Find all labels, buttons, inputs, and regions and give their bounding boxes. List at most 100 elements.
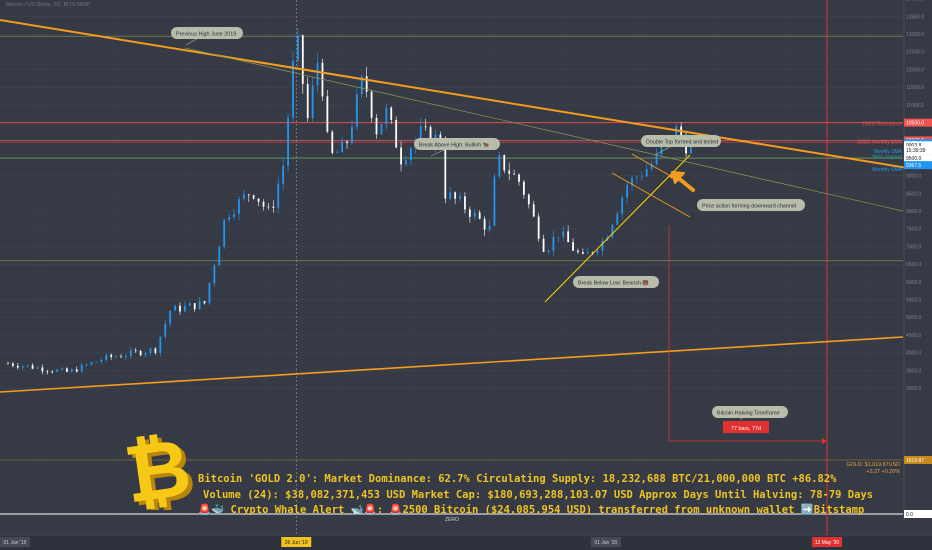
candle-body xyxy=(429,127,432,145)
candle-body xyxy=(306,83,309,119)
annotation-bubble xyxy=(641,135,721,147)
candle-body xyxy=(375,117,378,135)
candle-body xyxy=(449,192,452,199)
candle-body xyxy=(527,194,530,205)
candle-body xyxy=(316,62,319,86)
candle-body xyxy=(645,169,648,177)
candles xyxy=(7,28,692,375)
candle-body xyxy=(591,252,594,254)
candle-body xyxy=(66,368,68,372)
bitcoin-logo: ₿₿ xyxy=(125,430,195,510)
candle-body xyxy=(360,76,363,95)
candle-body xyxy=(523,181,525,195)
candle-body xyxy=(179,305,181,312)
candle-body xyxy=(213,265,216,283)
annotation-text: Break Below Low: Bearish 🐻 xyxy=(578,279,649,287)
candle-body xyxy=(468,209,471,217)
candle-body xyxy=(621,197,624,214)
time-tick-label: 12 May '20 xyxy=(815,540,840,546)
price-label-box xyxy=(904,161,932,170)
candle-body xyxy=(567,231,570,243)
zero-axis-box xyxy=(904,510,932,518)
candle-body xyxy=(419,126,422,140)
price-tick-label: 8000.0 xyxy=(906,209,922,215)
annotation-text: Double Top formed and tested xyxy=(646,140,718,146)
candle-body xyxy=(125,356,127,358)
annotation-bubble xyxy=(414,138,500,150)
candle-body xyxy=(562,231,565,237)
annotation-text: Bitcoin Halving Timeframe xyxy=(717,411,780,417)
candle-body xyxy=(115,356,117,358)
candle-body xyxy=(518,174,520,182)
zero-label: ZERO xyxy=(445,517,459,523)
time-tick-box xyxy=(0,537,30,547)
candle-body xyxy=(262,201,265,207)
candle-body xyxy=(311,85,314,119)
downward-channel-lower xyxy=(611,172,691,218)
time-tick-box xyxy=(590,537,621,547)
side-note: 10500 Resistance xyxy=(862,122,902,128)
candle-body xyxy=(149,348,152,354)
candle-body xyxy=(557,236,560,238)
candle-body xyxy=(46,371,49,373)
candle-body xyxy=(292,60,294,118)
candle-body xyxy=(287,117,289,166)
candle-body xyxy=(390,107,393,121)
candle-body xyxy=(267,206,270,208)
candle-body xyxy=(277,183,280,208)
gold-axis-text: 1619.87 xyxy=(906,458,924,464)
candle-body xyxy=(247,194,250,196)
candle-body xyxy=(552,236,555,251)
candle-body xyxy=(616,213,619,225)
candle-body xyxy=(660,146,663,155)
candle-body xyxy=(16,365,19,368)
price-label-text: 15:39:39 xyxy=(906,148,926,154)
info-banner: Bitcoin 'GOLD 2.0': Market Dominance: 62… xyxy=(198,472,873,519)
candle-body xyxy=(586,252,589,254)
annotation-4: Break Below Low: Bearish 🐻 xyxy=(572,276,659,288)
candle-body xyxy=(464,196,466,210)
candle-body xyxy=(581,252,584,254)
price-axis-bg xyxy=(904,0,932,520)
candle-body xyxy=(336,152,339,154)
candle-body xyxy=(183,305,186,312)
candle-body xyxy=(513,173,515,175)
candle-body xyxy=(110,354,113,358)
candle-body xyxy=(503,154,506,171)
orange-dot xyxy=(669,173,675,179)
annotation-3: Price action forming downward channel xyxy=(696,199,805,211)
candle-body xyxy=(473,212,476,217)
candle-body xyxy=(36,367,39,369)
candle-body xyxy=(129,350,132,357)
price-label-box xyxy=(904,141,932,150)
candle-body xyxy=(601,240,604,252)
price-label-box xyxy=(904,154,932,163)
side-note: Weekly SMA xyxy=(873,149,902,155)
candle-body xyxy=(282,165,285,184)
candle-body xyxy=(120,356,122,358)
candle-body xyxy=(164,323,167,337)
price-label-text: 9500.0 xyxy=(906,156,922,162)
candle-body xyxy=(542,238,545,252)
channel-support-line xyxy=(544,154,691,303)
price-tick-label: 13500.0 xyxy=(906,14,924,20)
price-tick-label: 6000.0 xyxy=(906,280,922,286)
annotation-1: Break Above High: Bullish 🐂 xyxy=(414,138,500,157)
time-tick-box xyxy=(812,537,842,547)
ascending-trendline xyxy=(0,336,904,393)
price-tick-label: 8500.0 xyxy=(906,191,922,197)
candle-body xyxy=(577,250,579,253)
time-axis-bg xyxy=(0,535,932,550)
price-tick-label: 3000.0 xyxy=(906,386,922,392)
price-tick-label: 5000.0 xyxy=(906,315,922,321)
candle-body xyxy=(100,360,103,362)
banner-line-3: 🚨🐳 Crypto Whale Alert 🐋🚨: 🚨2500 Bitcoin … xyxy=(198,504,865,516)
candle-body xyxy=(498,154,501,177)
annotation-text: Previous High June 2019 xyxy=(176,32,236,38)
price-label-text: 9903.8 xyxy=(906,143,922,149)
price-tick-label: 7000.0 xyxy=(906,244,922,250)
candle-body xyxy=(355,94,358,127)
chart-header: Bitcoin / US Dollar, 1D, BITSTAMP xyxy=(6,2,91,8)
